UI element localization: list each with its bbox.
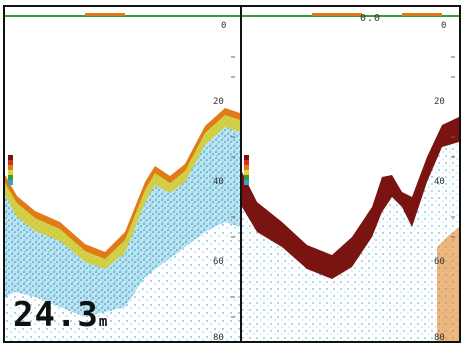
sonar-pane-right[interactable]: 0.0 0 20 40 60 80 (242, 7, 459, 341)
scale-label-80: 80 (213, 333, 224, 341)
surface-marker (85, 13, 125, 16)
color-bar-icon (8, 155, 13, 185)
color-bar-icon (244, 155, 249, 185)
scale-label-60-right: 60 (434, 257, 445, 267)
depth-value: 24.3 (13, 295, 99, 335)
depth-unit: m (98, 314, 109, 330)
scale-label-40: 40 (213, 177, 224, 187)
top-value: 0.0 (360, 13, 382, 24)
echo-graphic-right (242, 13, 459, 341)
scale-label-40-right: 40 (434, 177, 445, 187)
scale-label-0: 0 (221, 21, 227, 31)
scale-label-80-right: 80 (434, 333, 445, 341)
echo-graphic-left (5, 13, 240, 341)
scale-label-20-right: 20 (434, 97, 445, 107)
surface-marker-right (312, 13, 362, 16)
pane-divider[interactable] (240, 7, 242, 341)
scale-label-0-right: 0 (441, 21, 447, 31)
scale-label-20: 20 (213, 97, 224, 107)
sonar-pane-left[interactable]: 0 20 40 60 80 24.3m (5, 7, 240, 341)
surface-marker-right-2 (402, 13, 442, 16)
display-frame: 0 20 40 60 80 24.3m (3, 5, 461, 343)
depth-readout: 24.3m (13, 295, 108, 335)
scale-label-60: 60 (213, 257, 224, 267)
